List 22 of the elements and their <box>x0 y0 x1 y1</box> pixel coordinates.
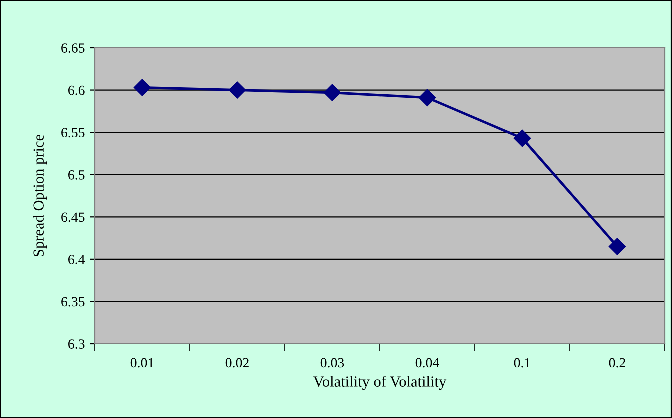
x-tick-label: 0.01 <box>130 358 154 368</box>
x-tick-label: 0.2 <box>609 358 626 368</box>
y-tick-label: 6.6 <box>68 86 85 96</box>
point <box>514 130 532 148</box>
y-tick-label: 6.4 <box>68 255 86 264</box>
y-tick-label: 6.3 <box>68 340 85 350</box>
x-tick-label: 0.02 <box>226 358 249 368</box>
y-tick-label: 6.5 <box>68 170 85 180</box>
y-tick-label: 6.35 <box>62 297 85 307</box>
x-axis-title: Volatility of Volatility <box>314 376 447 390</box>
point <box>608 238 626 256</box>
y-tick-label: 6.65 <box>62 44 85 54</box>
point <box>324 84 342 102</box>
x-tick-label: 0.04 <box>416 358 440 368</box>
y-axis-title: Spread Option price <box>33 135 48 256</box>
point <box>134 79 152 96</box>
point <box>418 89 436 106</box>
y-tick-label: 6.55 <box>62 128 85 138</box>
y-tick-label: 6.45 <box>62 212 85 222</box>
x-tick-label: 0.03 <box>320 358 344 368</box>
point <box>228 82 246 99</box>
x-tick-label: 0.1 <box>514 358 530 368</box>
